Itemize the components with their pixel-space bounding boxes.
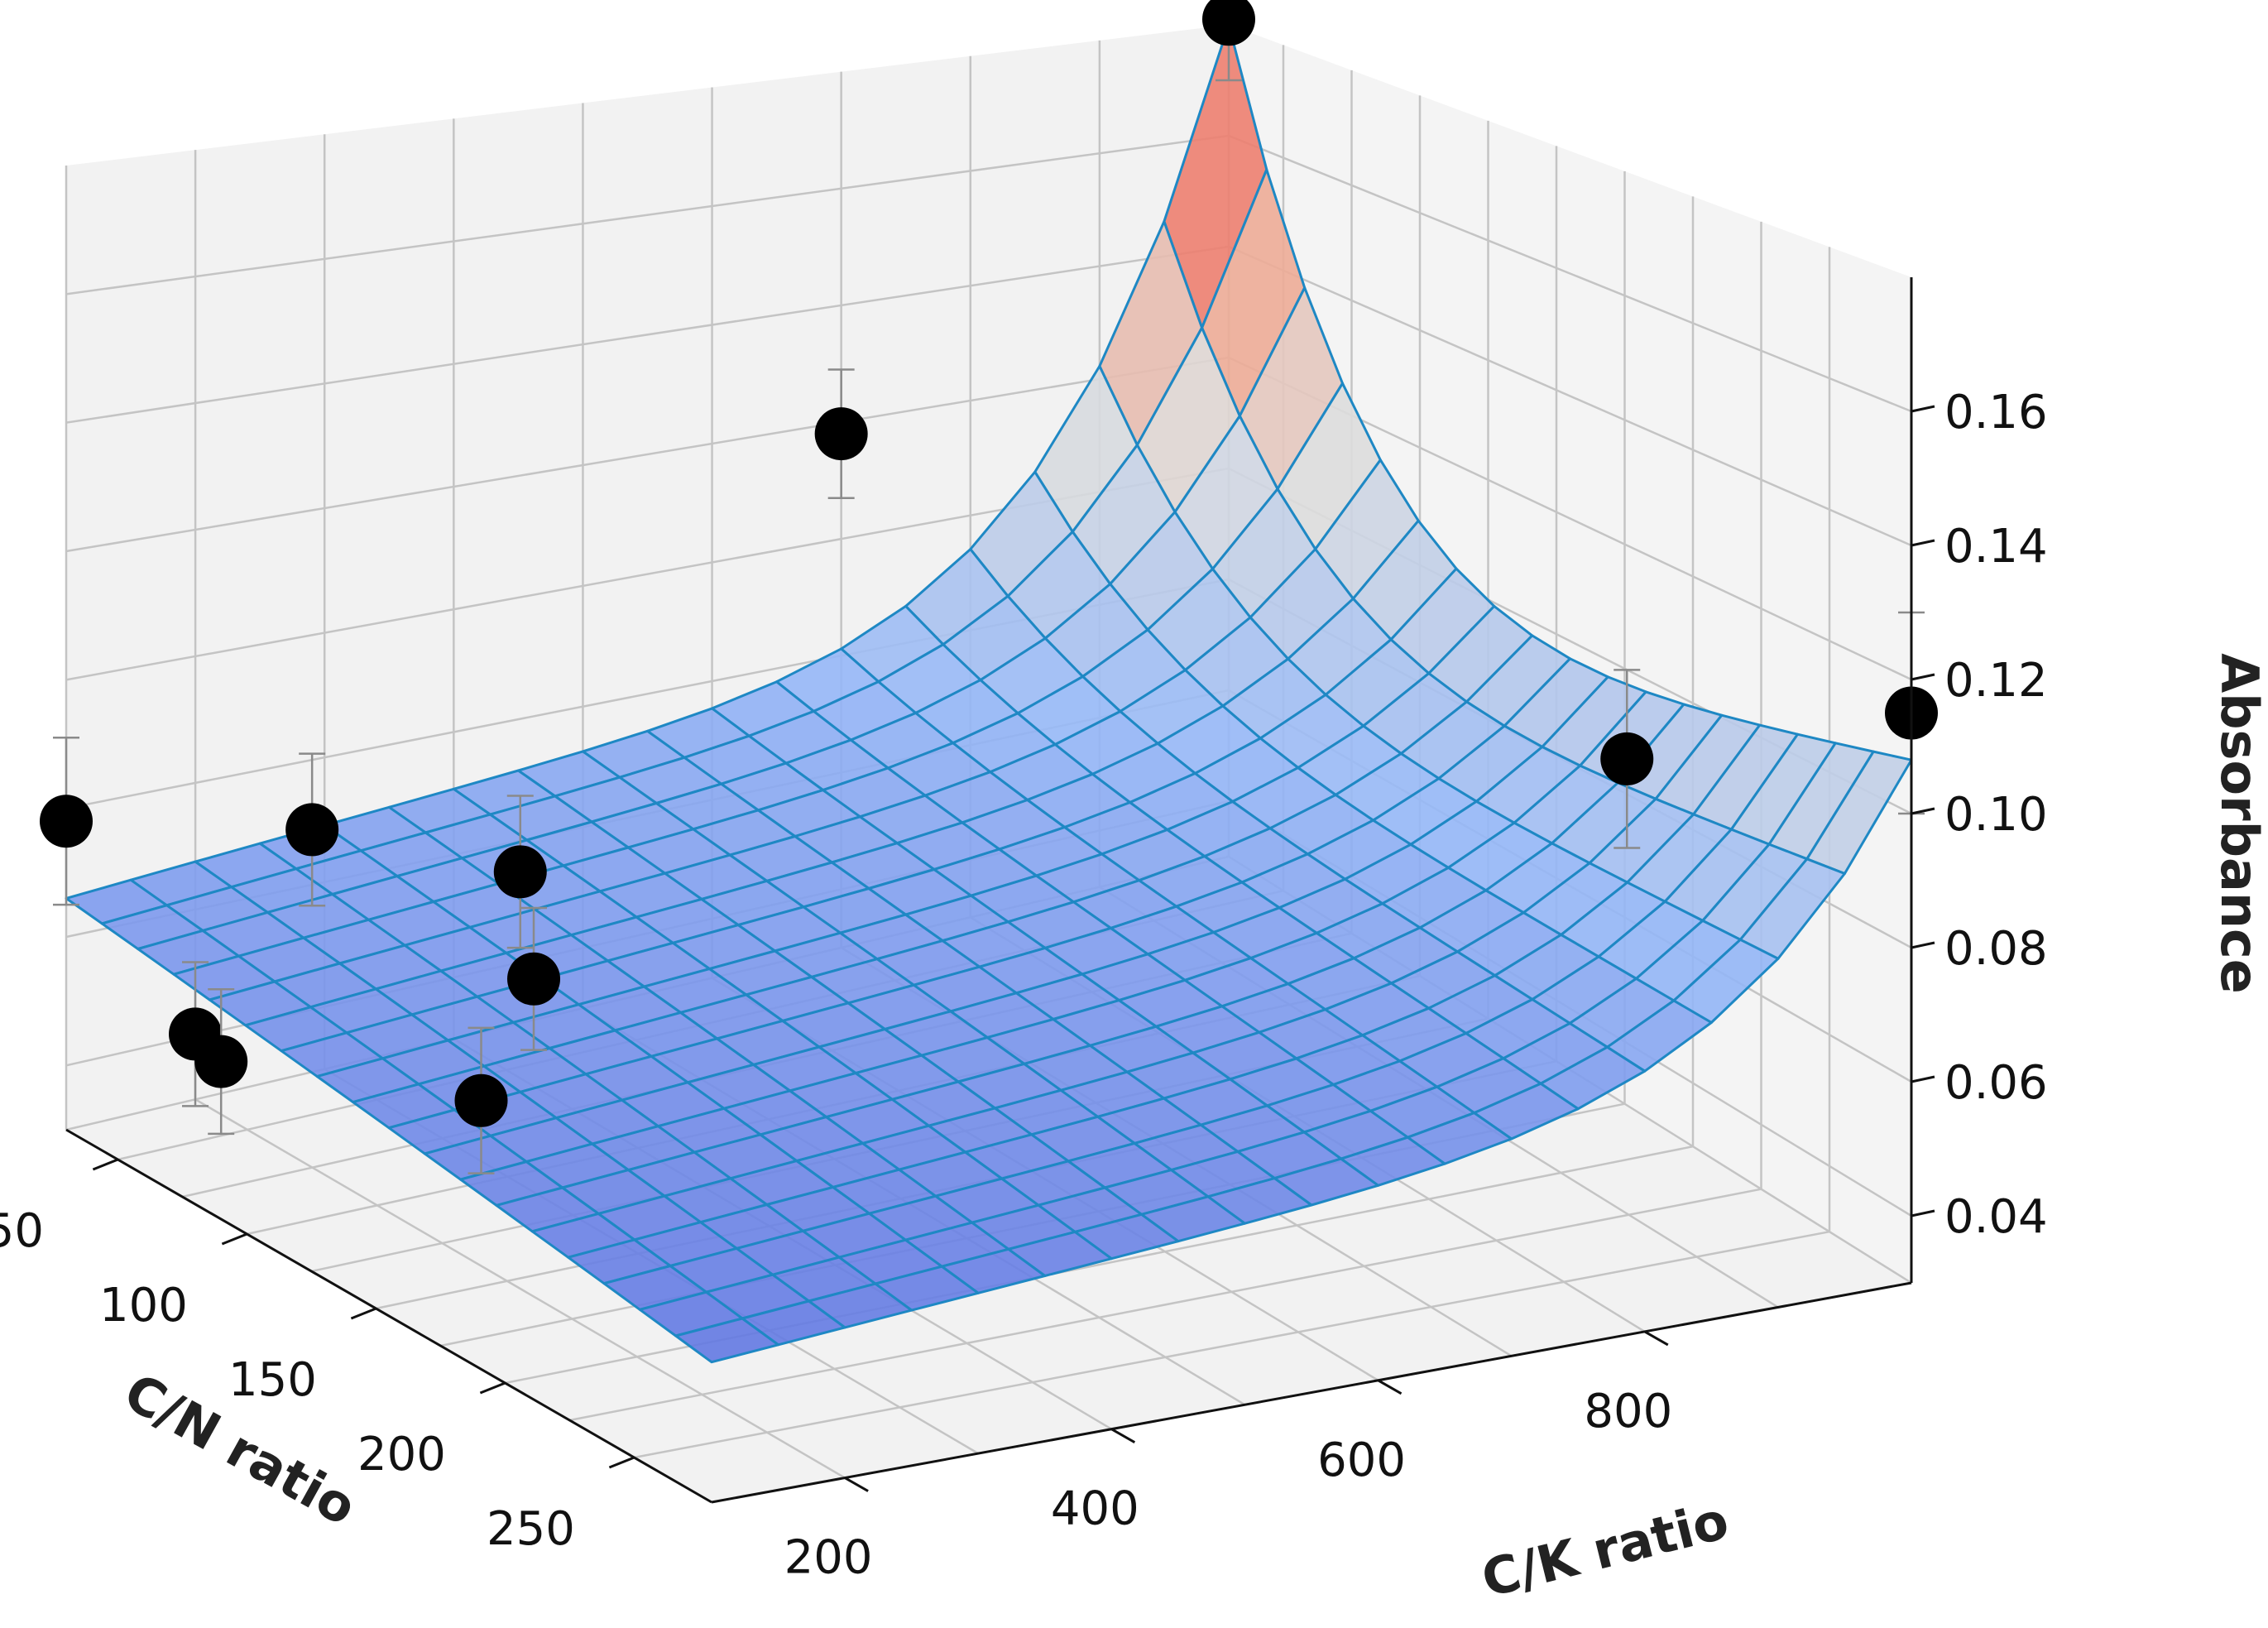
y-tick-label: 150 [228,1353,317,1407]
x-tick-label: 200 [784,1531,873,1585]
z-tick-label: 0.16 [1944,386,2048,439]
x-tick-mark [1377,1379,1403,1395]
y-tick-mark [92,1158,118,1171]
data-point [285,803,339,857]
z-tick-label: 0.04 [1944,1190,2048,1244]
x-tick-label: 600 [1317,1434,1406,1487]
data-point [493,845,547,899]
right-wall-grid-z [1228,245,1912,547]
x-tick-mark [844,1477,869,1492]
data-points [40,0,1938,1174]
z-tick-mark [1911,807,1935,815]
fitted-surface [65,23,1913,1364]
data-point [194,1035,248,1088]
data-point [507,952,561,1006]
x-tick-label: 400 [1051,1482,1139,1536]
y-tick-mark [350,1307,376,1320]
z-tick-mark [1911,405,1935,413]
x-axis-line [711,1281,1912,1504]
z-tick-label: 0.10 [1944,788,2048,842]
z-tick-mark [1911,539,1935,547]
data-point [1600,732,1654,785]
floor-grid-x [194,1098,846,1479]
y-axis-line [65,1128,712,1504]
x-tick-mark [1644,1330,1669,1347]
z-tick-label: 0.14 [1944,520,2048,574]
x-tick-mark [1110,1428,1136,1443]
z-axis-label: Absorbance [2209,653,2268,994]
y-tick-mark [479,1381,506,1395]
axes: 200 400 600 800 50 100 150 200 250 0.04 0.06 0.08 0.… [0,277,2048,1585]
x-axis-label: C/K ratio [1476,1490,1734,1609]
floor-grid-y [634,1230,1830,1459]
y-tick-label: 100 [99,1279,188,1333]
y-tick-label: 200 [357,1428,446,1482]
y-tick-label: 50 [0,1204,44,1258]
left-wall-grid-z [65,134,1230,295]
data-point [454,1073,508,1127]
left-wall-grid-z [65,356,1230,553]
data-point [1202,0,1255,46]
data-point [814,407,868,461]
surface-cell [674,1317,780,1364]
z-tick-label: 0.08 [1944,922,2048,976]
z-tick-mark [1911,941,1935,949]
y-tick-label: 250 [487,1502,575,1556]
left-wall-grid-z [65,245,1230,424]
y-tick-mark [608,1456,635,1469]
z-tick-mark [1911,673,1935,681]
y-tick-mark [221,1232,247,1246]
floor-grid-y [569,1188,1762,1422]
z-tick-label: 0.12 [1944,654,2048,708]
data-point [40,795,93,848]
z-tick-label: 0.06 [1944,1056,2048,1110]
z-tick-mark [1911,1209,1935,1217]
x-tick-label: 800 [1584,1385,1672,1438]
z-tick-mark [1911,1075,1935,1083]
right-wall-grid-z [1228,134,1912,413]
